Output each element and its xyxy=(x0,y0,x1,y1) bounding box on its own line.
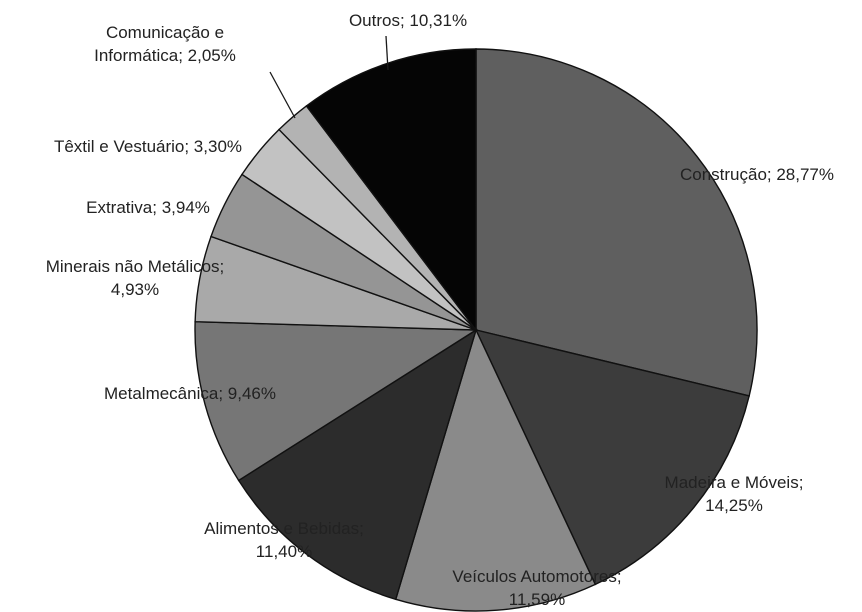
slice-label-line: Outros; 10,31% xyxy=(349,11,467,30)
slice-label-line: Informática; 2,05% xyxy=(94,46,236,65)
pie-slices xyxy=(194,48,758,612)
slice-label-line: Extrativa; 3,94% xyxy=(86,198,210,217)
slice-label-line: 14,25% xyxy=(705,496,763,515)
slice-label-line: Comunicação e xyxy=(106,23,224,42)
slice-label-line: 4,93% xyxy=(111,280,159,299)
slice-label-extrativa: Extrativa; 3,94% xyxy=(86,198,210,217)
slice-label-comunicacao: Comunicação e Informática; 2,05% xyxy=(94,23,236,65)
slice-label-alimentos: Alimentos e Bebidas; 11,40% xyxy=(204,519,364,561)
slice-labels: Construção; 28,77% Madeira e Móveis; 14,25… xyxy=(46,11,834,609)
pie-slice-metalmecanica xyxy=(194,320,479,482)
pie-slice-madeira xyxy=(474,328,750,586)
slice-label-line: Madeira e Móveis; xyxy=(665,473,804,492)
leader-line-comunicacao xyxy=(269,71,296,119)
slice-label-line: Minerais não Metálicos; xyxy=(46,257,225,276)
pie-slice-veiculos xyxy=(394,328,597,612)
slice-label-line: 11,59% xyxy=(509,590,565,609)
slice-label-line: Metalmecânica; 9,46% xyxy=(104,384,276,403)
leader-lines xyxy=(269,35,389,119)
pie-slice-construcao xyxy=(475,48,758,397)
pie-slice-outros xyxy=(305,48,477,333)
slice-label-line: Construção; 28,77% xyxy=(680,165,834,184)
slice-label-line: Alimentos e Bebidas; xyxy=(204,519,364,538)
pie-slice-alimentos xyxy=(237,328,478,601)
slice-label-textil: Têxtil e Vestuário; 3,30% xyxy=(54,137,242,156)
slice-label-veiculos: Veículos Automotores; 11,59% xyxy=(452,567,621,609)
slice-label-outros: Outros; 10,31% xyxy=(349,11,467,30)
slice-label-madeira: Madeira e Móveis; 14,25% xyxy=(665,473,804,515)
slice-label-line: Têxtil e Vestuário; 3,30% xyxy=(54,137,242,156)
slice-label-minerais: Minerais não Metálicos; 4,93% xyxy=(46,257,225,299)
slice-label-metalmecanica: Metalmecânica; 9,46% xyxy=(104,384,276,403)
slice-label-line: 11,40% xyxy=(256,542,312,561)
slice-label-construcao: Construção; 28,77% xyxy=(680,165,834,184)
slice-label-line: Veículos Automotores; xyxy=(452,567,621,586)
leader-line-outros xyxy=(385,35,389,71)
